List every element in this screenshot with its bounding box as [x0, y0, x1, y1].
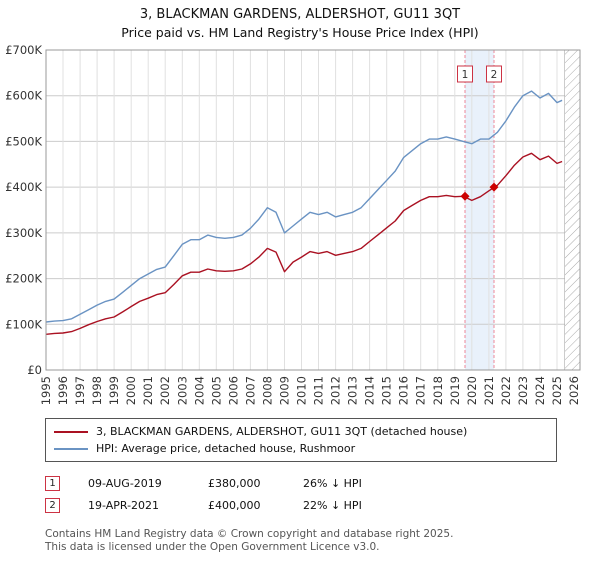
svg-text:2: 2: [491, 69, 498, 81]
transaction-number-badge: 1: [45, 475, 60, 491]
legend-item-property: 3, BLACKMAN GARDENS, ALDERSHOT, GU11 3QT…: [54, 423, 548, 440]
transaction-list: 1 09-AUG-2019 £380,000 26% ↓ HPI 2 19-AP…: [45, 472, 600, 516]
svg-text:1996: 1996: [56, 376, 70, 405]
svg-text:2017: 2017: [414, 376, 428, 405]
transaction-date: 09-AUG-2019: [88, 476, 162, 490]
price-history-chart: 1 2 £0 £100K £200K £300K £400K £500K £600K £700K 1…: [5, 43, 581, 405]
legend-line-blue: [54, 447, 88, 450]
license-footer: Contains HM Land Registry data © Crown c…: [45, 528, 600, 554]
sale-annotation-box: 2: [486, 65, 502, 83]
svg-text:2014: 2014: [363, 376, 377, 405]
legend-item-hpi: HPI: Average price, detached house, Rush…: [54, 440, 548, 457]
svg-text:2023: 2023: [516, 376, 530, 405]
svg-text:2000: 2000: [124, 376, 138, 405]
svg-text:2021: 2021: [482, 376, 496, 405]
svg-text:2020: 2020: [465, 376, 479, 405]
svg-text:£400K: £400K: [5, 180, 42, 194]
x-axis-labels: 1995 1996 1997 1998 1999 2000 2001 2002 2003 2004…: [39, 376, 581, 405]
svg-text:2022: 2022: [499, 376, 513, 405]
svg-text:2006: 2006: [226, 376, 240, 405]
series-line-hpi: [45, 90, 563, 323]
transaction-price: £400,000: [208, 498, 261, 512]
sale-marker-diamond: [460, 191, 470, 201]
svg-text:1997: 1997: [73, 376, 87, 405]
svg-text:1999: 1999: [107, 376, 121, 405]
grid: [45, 49, 580, 371]
svg-text:£0: £0: [27, 363, 42, 377]
svg-text:2016: 2016: [397, 376, 411, 405]
svg-text:2004: 2004: [192, 376, 206, 405]
footer-line-2: This data is licensed under the Open Gov…: [45, 541, 380, 554]
svg-text:£700K: £700K: [5, 43, 42, 57]
page-subtitle: Price paid vs. HM Land Registry's House …: [121, 25, 479, 40]
future-hatch-region: [564, 49, 581, 371]
legend-label-property: 3, BLACKMAN GARDENS, ALDERSHOT, GU11 3QT…: [96, 425, 468, 438]
transaction-row-1: 1 09-AUG-2019 £380,000 26% ↓ HPI: [45, 472, 600, 494]
y-axis-labels: £0 £100K £200K £300K £400K £500K £600K £700K: [5, 43, 42, 377]
svg-text:2009: 2009: [278, 376, 292, 405]
svg-text:£600K: £600K: [5, 89, 42, 103]
sale-period-band: [465, 50, 494, 370]
svg-text:£300K: £300K: [5, 226, 42, 240]
svg-text:2010: 2010: [295, 376, 309, 405]
transaction-row-2: 2 19-APR-2021 £400,000 22% ↓ HPI: [45, 494, 600, 516]
svg-text:2005: 2005: [209, 376, 223, 405]
transaction-hpi-delta: 22% ↓ HPI: [303, 498, 362, 512]
svg-text:2013: 2013: [346, 376, 360, 405]
svg-text:1998: 1998: [90, 376, 104, 405]
svg-text:2007: 2007: [243, 376, 257, 405]
svg-text:2008: 2008: [260, 376, 274, 405]
chart-legend: 3, BLACKMAN GARDENS, ALDERSHOT, GU11 3QT…: [45, 418, 557, 462]
footer-line-1: Contains HM Land Registry data © Crown c…: [45, 528, 454, 540]
svg-text:£500K: £500K: [5, 134, 42, 148]
svg-text:1995: 1995: [39, 376, 53, 405]
svg-text:2011: 2011: [312, 376, 326, 405]
transaction-number-badge: 2: [45, 497, 60, 513]
svg-text:2019: 2019: [448, 376, 462, 405]
svg-text:1: 1: [462, 69, 469, 81]
svg-text:2002: 2002: [158, 376, 172, 405]
page-title: 3, BLACKMAN GARDENS, ALDERSHOT, GU11 3QT: [139, 7, 461, 22]
transaction-date: 19-APR-2021: [88, 498, 160, 512]
svg-text:2018: 2018: [431, 376, 445, 405]
svg-text:2026: 2026: [567, 376, 581, 405]
transaction-price: £380,000: [208, 476, 261, 490]
property-hpi-chart-page: 3, BLACKMAN GARDENS, ALDERSHOT, GU11 3QT…: [0, 7, 600, 567]
sale-annotation-box: 1: [457, 65, 473, 83]
svg-text:2001: 2001: [141, 376, 155, 405]
svg-text:2015: 2015: [380, 376, 394, 405]
svg-text:£100K: £100K: [5, 317, 42, 331]
svg-text:2024: 2024: [533, 376, 547, 405]
svg-text:2003: 2003: [175, 376, 189, 405]
svg-text:£200K: £200K: [5, 272, 42, 286]
legend-line-red: [54, 430, 88, 433]
legend-label-hpi: HPI: Average price, detached house, Rush…: [96, 442, 356, 455]
plot-border: [45, 49, 581, 371]
series-line-property: [45, 152, 563, 335]
transaction-hpi-delta: 26% ↓ HPI: [303, 476, 362, 490]
svg-text:2012: 2012: [329, 376, 343, 405]
svg-text:2025: 2025: [550, 376, 564, 405]
sale-marker-diamond: [489, 182, 499, 192]
plot-background: [46, 50, 580, 370]
